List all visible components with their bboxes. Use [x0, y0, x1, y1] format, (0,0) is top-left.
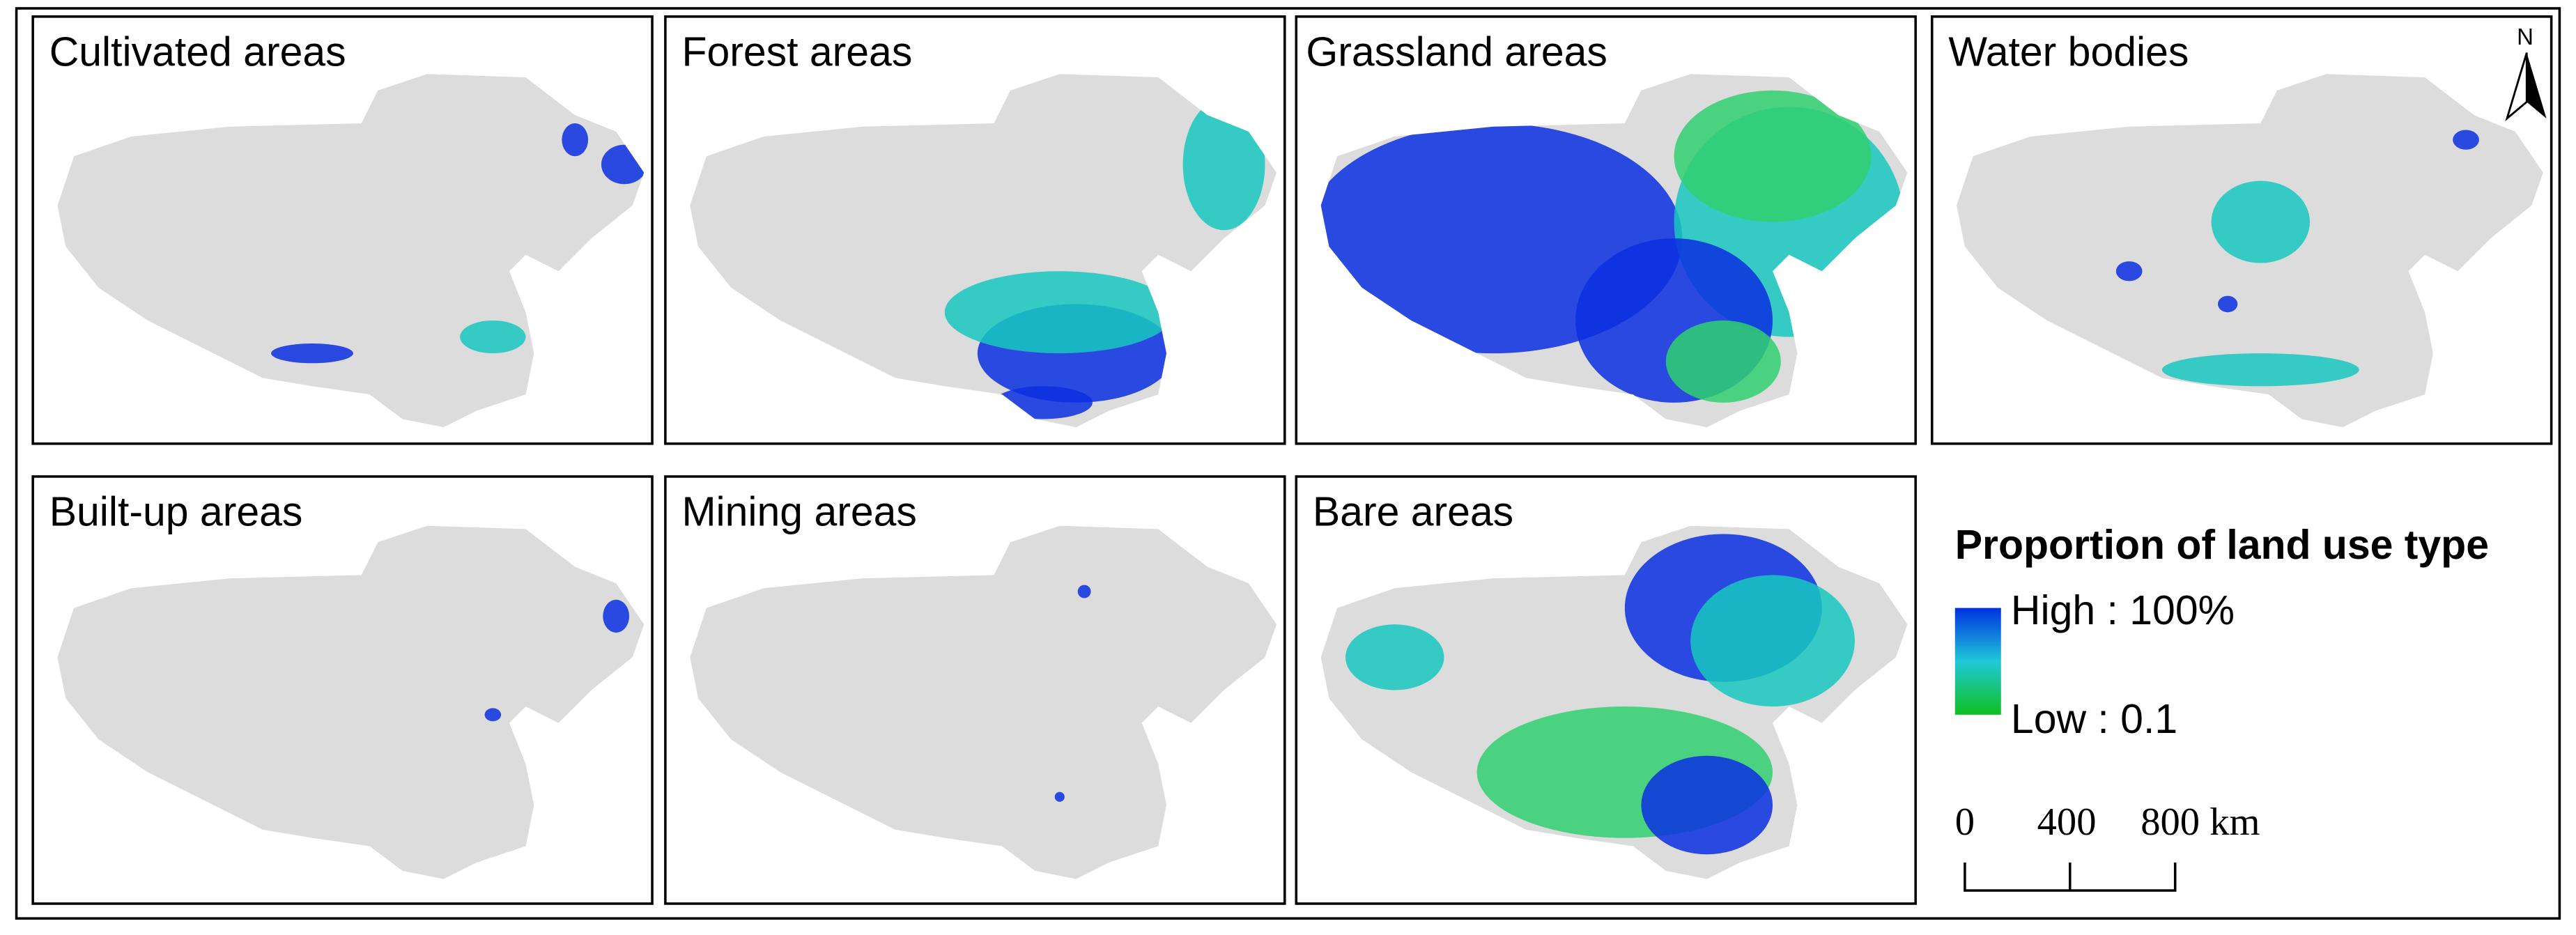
map: [57, 525, 645, 879]
color-ramp: [1954, 608, 2001, 715]
map-panel: Grassland areas: [1295, 15, 1917, 445]
cover-patch: [1345, 624, 1444, 690]
map-panel: Bare areas: [1295, 475, 1917, 905]
legend-high: High : 100%: [2011, 588, 2235, 633]
cover-patch: [271, 343, 353, 364]
legend-low: Low : 0.1: [2011, 697, 2177, 742]
map: [1320, 525, 1908, 879]
cover-patch: [2218, 295, 2238, 313]
land-use-cover: [1345, 534, 1855, 855]
map: [1320, 74, 1908, 428]
outer-frame: [15, 7, 2561, 920]
land-use-cover: [2115, 130, 2479, 387]
scale-bar: [1964, 863, 2177, 892]
legend: Proportion of land use type High : 100% …: [1954, 523, 2489, 892]
cover-patch: [1077, 585, 1091, 598]
panel-title: Built-up areas: [49, 490, 303, 535]
map-panel: Cultivated areas: [31, 15, 654, 445]
map-panel: Water bodies: [1930, 15, 2553, 445]
map-panel: Built-up areas: [31, 475, 654, 905]
panel-title: Cultivated areas: [49, 30, 346, 75]
map-panel: Mining areas: [664, 475, 1286, 905]
map: [1957, 74, 2543, 428]
cover-patch: [1665, 320, 1781, 403]
cover-patch: [1054, 791, 1065, 802]
cover-patch: [2211, 180, 2311, 263]
map: [690, 525, 1277, 879]
north-label: N: [2517, 24, 2533, 49]
panel-title: Forest areas: [681, 30, 912, 75]
cover-patch: [2161, 353, 2359, 387]
cover-patch: [2453, 130, 2479, 150]
cover-patch: [1182, 98, 1265, 231]
scale-label: 400: [2037, 801, 2097, 844]
land-use-cover: [484, 599, 630, 722]
scale-label: 0: [1955, 801, 1975, 844]
panel-title: Grassland areas: [1306, 30, 1607, 75]
land-use-cover: [1054, 585, 1091, 802]
panel-title: Bare areas: [1313, 490, 1513, 535]
cover-patch: [484, 708, 502, 722]
cover-patch: [460, 320, 526, 354]
cover-patch: [944, 271, 1175, 354]
cover-patch: [1641, 755, 1773, 855]
cover-patch: [1674, 90, 1872, 222]
map-panel: Forest areas: [664, 15, 1286, 445]
panel-title: Mining areas: [681, 490, 916, 535]
cover-patch: [2115, 261, 2143, 281]
legend-title: Proportion of land use type: [1955, 523, 2489, 568]
panel-title: Water bodies: [1948, 30, 2189, 75]
cover-patch: [1690, 575, 1855, 707]
scale-label: 800 km: [2141, 801, 2260, 844]
cover-patch: [603, 599, 630, 633]
land-use-cover: [1320, 90, 1904, 403]
cover-patch: [562, 123, 589, 157]
